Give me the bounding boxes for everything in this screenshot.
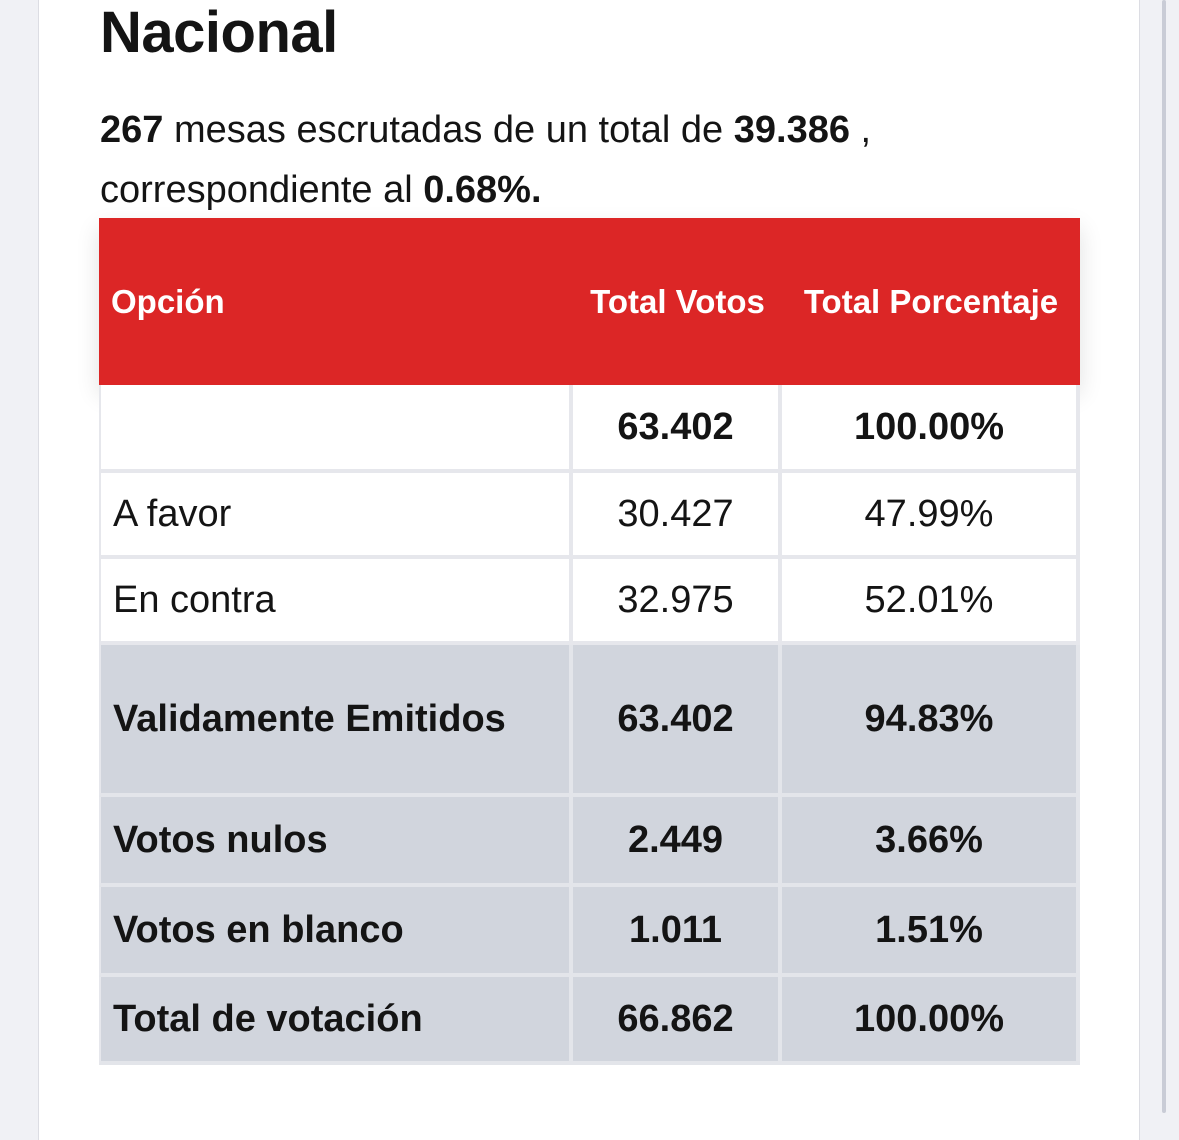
row-percentage: 1.51%: [782, 887, 1080, 977]
table-row: Validamente Emitidos 63.402 94.83%: [99, 645, 1080, 797]
scrutiny-percentage: 0.68%.: [423, 169, 542, 211]
summary-text-corr: correspondiente al: [100, 169, 424, 211]
table-row: Votos nulos 2.449 3.66%: [99, 797, 1080, 887]
row-votes: 1.011: [573, 887, 782, 977]
row-option: Validamente Emitidos: [99, 645, 573, 797]
row-percentage: 100.00%: [782, 385, 1080, 473]
table-row: En contra 32.975 52.01%: [99, 559, 1080, 645]
table-row: A favor 30.427 47.99%: [99, 473, 1080, 559]
results-table: Opción Total Votos Total Porcentaje 63.4…: [99, 218, 1080, 1065]
row-percentage: 3.66%: [782, 797, 1080, 887]
table-row: Votos en blanco 1.011 1.51%: [99, 887, 1080, 977]
page-title: Nacional: [100, 0, 338, 65]
header-opcion: Opción: [99, 218, 573, 385]
row-votes: 30.427: [573, 473, 782, 559]
row-option: Total de votación: [99, 977, 573, 1065]
row-votes: 66.862: [573, 977, 782, 1065]
row-percentage: 100.00%: [782, 977, 1080, 1065]
scrollbar[interactable]: [1162, 0, 1166, 1113]
row-votes: 63.402: [573, 385, 782, 473]
row-option: A favor: [99, 473, 573, 559]
scrutiny-summary: 267 mesas escrutadas de un total de 39.3…: [100, 100, 1080, 220]
summary-text-mid: mesas escrutadas de un total de: [163, 109, 734, 151]
mesas-total-count: 39.386: [733, 109, 850, 151]
row-votes: 63.402: [573, 645, 782, 797]
row-option: Votos nulos: [99, 797, 573, 887]
row-option: [99, 385, 573, 473]
row-option: Votos en blanco: [99, 887, 573, 977]
row-option: En contra: [99, 559, 573, 645]
row-percentage: 52.01%: [782, 559, 1080, 645]
row-percentage: 47.99%: [782, 473, 1080, 559]
header-total-votos: Total Votos: [573, 218, 782, 385]
table-header-row: Opción Total Votos Total Porcentaje: [99, 218, 1080, 385]
header-total-porcentaje: Total Porcentaje: [782, 218, 1080, 385]
row-percentage: 94.83%: [782, 645, 1080, 797]
table-row: 63.402 100.00%: [99, 385, 1080, 473]
row-votes: 32.975: [573, 559, 782, 645]
row-votes: 2.449: [573, 797, 782, 887]
mesas-escrutadas-count: 267: [100, 109, 164, 151]
table-row: Total de votación 66.862 100.00%: [99, 977, 1080, 1065]
summary-text-sep: ,: [849, 109, 872, 151]
